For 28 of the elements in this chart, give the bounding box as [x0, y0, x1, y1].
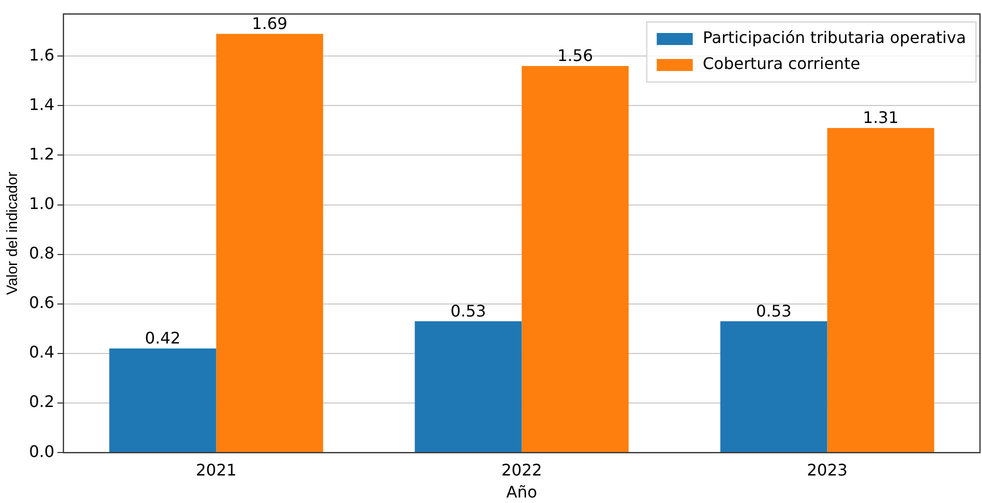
- data-label: 1.69: [252, 14, 288, 33]
- data-label: 0.53: [756, 301, 792, 320]
- bar: [216, 34, 324, 452]
- x-tick-label: 2021: [196, 460, 237, 480]
- y-tick-label: 1.2: [28, 144, 54, 164]
- y-tick-label: 1.4: [28, 94, 54, 114]
- data-label: 0.53: [450, 301, 486, 320]
- bar: [414, 321, 522, 452]
- x-tick-label: 2023: [806, 460, 848, 480]
- data-label: 1.31: [862, 108, 899, 128]
- y-tick-label: 0.0: [28, 442, 54, 461]
- y-tick-label: 1.6: [28, 45, 54, 64]
- bar: [827, 128, 934, 452]
- data-label: 0.42: [144, 328, 181, 348]
- legend-label: Cobertura corriente: [702, 54, 860, 74]
- y-tick-label: 0.2: [28, 392, 54, 412]
- y-tick-label: 1.0: [28, 194, 54, 213]
- y-tick-label: 0.8: [28, 244, 54, 263]
- x-axis-title: Año: [506, 482, 538, 502]
- bar: [109, 348, 216, 452]
- y-tick-label: 0.6: [28, 293, 54, 312]
- bar: [522, 66, 629, 452]
- x-tick-label: 2022: [501, 460, 542, 480]
- legend-label: Participación tributaria operativa: [702, 28, 966, 48]
- y-tick-label: 0.4: [28, 342, 54, 362]
- y-axis-title: Valor del indicador: [4, 172, 22, 295]
- bar: [720, 321, 828, 452]
- data-label: 1.56: [557, 46, 593, 66]
